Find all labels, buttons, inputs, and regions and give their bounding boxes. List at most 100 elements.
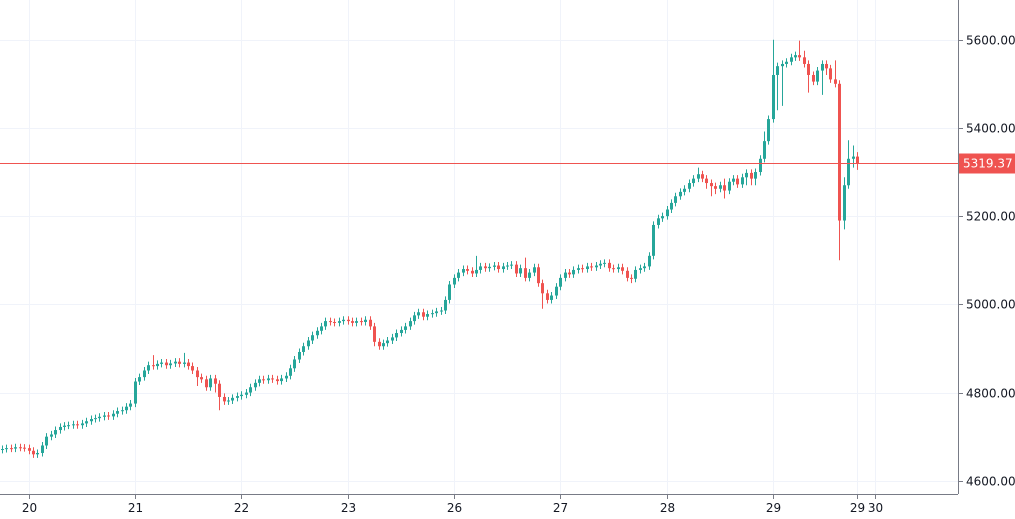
candle-up [776, 62, 779, 111]
candle-body [798, 55, 801, 58]
candle-body [688, 183, 691, 189]
candle-up [240, 391, 243, 400]
candle-up [409, 317, 412, 330]
candle-down [152, 355, 155, 370]
candle-down [422, 308, 425, 321]
y-tick-label: 4600.00 [966, 475, 1015, 489]
candle-up [674, 192, 677, 207]
candle-body [32, 450, 35, 455]
last-price-label: 5319.37 [963, 157, 1013, 171]
price-axis[interactable]: 4600.00 4800.00 5000.00 5200.00 5400.00 5600.… [958, 34, 1015, 489]
candle-up [506, 261, 509, 270]
candle-down [497, 261, 500, 273]
x-tick-label: 28 [660, 501, 675, 515]
candle-down [23, 444, 26, 452]
candle-down [834, 60, 837, 88]
y-tick-label: 4800.00 [966, 387, 1015, 401]
candle-up [364, 316, 367, 326]
candle-body [652, 224, 655, 256]
candle-body [692, 178, 695, 184]
time-axis[interactable]: 20 21 22 23 26 27 28 29 29 30 [22, 494, 883, 515]
candle-body [821, 63, 824, 71]
candle-body [355, 321, 358, 323]
x-tick-label: 27 [553, 501, 568, 515]
candle-body [475, 269, 478, 274]
x-tick-label: 29 [850, 501, 865, 515]
candle-down [537, 263, 540, 287]
candle-up [209, 374, 212, 391]
candle-body [812, 74, 815, 82]
candle-up [160, 359, 163, 368]
candle-body [639, 268, 642, 270]
candle-body [262, 379, 265, 381]
candle-down [187, 359, 190, 370]
candle-body [240, 394, 243, 397]
candle-up [227, 396, 230, 405]
candle-up [5, 444, 8, 453]
candle-body [524, 268, 527, 278]
candle-up [14, 443, 17, 453]
candle-body [453, 277, 456, 285]
candle-down [28, 444, 31, 455]
candle-body [705, 178, 708, 184]
candle-body [19, 447, 22, 449]
x-tick-label: 29 [766, 501, 781, 515]
candle-up [320, 322, 323, 335]
candle-up [666, 205, 669, 220]
candle-body [134, 381, 137, 404]
candle-down [568, 269, 571, 278]
candle-body [147, 365, 150, 371]
candle-body [81, 423, 84, 426]
candle-up [847, 140, 850, 189]
candle-up [559, 274, 562, 291]
candle-body [754, 172, 757, 179]
candles [1, 39, 859, 458]
candle-body [324, 321, 327, 327]
candle-up [843, 177, 846, 230]
candle-down [590, 262, 593, 271]
candle-body [546, 293, 549, 300]
candle-down [165, 359, 168, 369]
candle-up [555, 283, 558, 300]
candle-up [285, 372, 288, 382]
x-tick-label: 22 [234, 501, 249, 515]
candle-down [856, 152, 859, 170]
candle-body [85, 421, 88, 424]
candle-body [1, 449, 4, 451]
candle-up [493, 261, 496, 271]
candle-body [533, 267, 536, 273]
candle-down [484, 262, 487, 272]
candle-body [559, 277, 562, 287]
candle-up [121, 406, 124, 415]
candle-down [191, 362, 194, 375]
candle-up [116, 407, 119, 418]
candle-body [54, 430, 57, 435]
candle-down [76, 420, 79, 429]
candle-down [626, 267, 629, 282]
candle-up [781, 60, 784, 106]
candle-body [497, 265, 500, 270]
candle-up [462, 265, 465, 277]
candle-body [200, 377, 203, 380]
candle-body [643, 266, 646, 269]
candle-body [364, 319, 367, 322]
candle-body [227, 400, 230, 402]
candle-up [50, 430, 53, 441]
candle-body [634, 269, 637, 279]
candle-up [298, 348, 301, 364]
candle-up [785, 58, 788, 68]
candle-up [183, 352, 186, 368]
candle-up [382, 339, 385, 350]
candle-up [63, 422, 66, 431]
candle-up [657, 214, 660, 229]
candle-body [196, 370, 199, 378]
candle-down [546, 289, 549, 304]
candle-body [360, 321, 363, 323]
candle-body [781, 63, 784, 67]
candle-up [302, 342, 305, 356]
candle-up [324, 317, 327, 330]
candle-body [187, 362, 190, 367]
candle-up [648, 252, 651, 270]
candle-body [541, 283, 544, 294]
